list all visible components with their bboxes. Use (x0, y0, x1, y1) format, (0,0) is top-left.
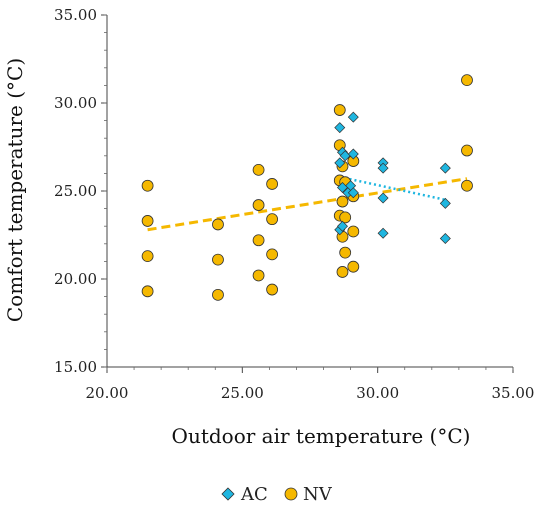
nv-point (212, 253, 224, 266)
ac-point (334, 122, 346, 134)
y-tick-label: 30.00 (54, 94, 97, 112)
nv-point (252, 163, 265, 176)
ac-point (334, 157, 346, 169)
nv-point (252, 234, 265, 247)
legend-nv-label: NV (303, 484, 333, 505)
ac-point (377, 227, 389, 239)
nv-point (461, 179, 473, 192)
y-axis-title: Comfort temperature (°C) (3, 58, 27, 322)
ac-point (347, 111, 359, 123)
legend-item-nv: NV (284, 484, 333, 505)
nv-point (266, 248, 279, 261)
nv-trendline (147, 177, 468, 232)
x-tick-label: 35.00 (492, 384, 535, 402)
nv-point (336, 266, 349, 278)
ac-point (439, 197, 451, 209)
nv-point (141, 250, 154, 263)
nv-point (141, 215, 154, 227)
ac-point (439, 233, 451, 245)
y-tick-label: 35.00 (54, 6, 97, 24)
nv-point (266, 178, 279, 190)
nv-point (266, 213, 279, 226)
data-points (141, 74, 473, 301)
legend: AC NV (221, 484, 333, 505)
legend-nv-marker (284, 487, 298, 501)
x-axis-title: Outdoor air temperature (°C) (172, 424, 471, 448)
nv-point (461, 144, 473, 157)
ac-point (336, 220, 348, 232)
nv-point (252, 199, 265, 211)
nv-point (347, 260, 360, 273)
x-tick-label: 25.00 (221, 384, 264, 402)
legend-ac-label: AC (240, 484, 268, 505)
nv-point (339, 211, 352, 224)
x-tick-label: 30.00 (356, 384, 399, 402)
axes: 15.00 20.00 25.00 30.00 35.00 20.00 25.00 30.00… (54, 6, 534, 402)
nv-point (212, 288, 224, 301)
nv-point (333, 104, 346, 116)
nv-point (339, 246, 352, 259)
nv-point (336, 195, 349, 208)
nv-point (347, 225, 360, 238)
ac-point (336, 181, 348, 193)
nv-point (141, 179, 154, 192)
ac-point (347, 148, 359, 160)
y-tick-label: 25.00 (54, 182, 97, 200)
ac-point (377, 192, 389, 204)
nv-point (141, 285, 154, 298)
ac-point (439, 162, 451, 174)
trendlines (147, 175, 468, 232)
y-tick-label: 15.00 (54, 358, 97, 376)
legend-ac-marker (221, 487, 235, 501)
x-tick-label: 20.00 (86, 384, 129, 402)
nv-point (252, 269, 265, 282)
ac-point (377, 162, 389, 174)
legend-item-ac: AC (221, 484, 268, 505)
nv-point (266, 283, 279, 296)
nv-point (212, 218, 224, 231)
nv-point (461, 74, 473, 87)
ac-trendline (339, 175, 446, 202)
ac-point (347, 187, 359, 199)
y-tick-label: 20.00 (54, 270, 97, 288)
